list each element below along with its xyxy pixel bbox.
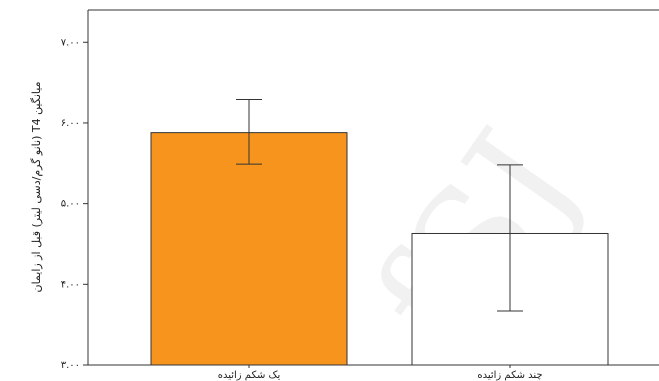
y-tick-label: ۳.۰۰ <box>61 360 80 371</box>
y-tick-label: ۷.۰۰ <box>61 37 80 48</box>
y-tick-label: ۵.۰۰ <box>61 199 80 210</box>
x-tick-label: یک شکم زائیده <box>218 370 281 381</box>
y-tick-label: ۴.۰۰ <box>61 279 80 290</box>
x-axis-labels: یک شکم زائیده چند شکم زائیده <box>218 365 543 381</box>
y-tick-label: ۶.۰۰ <box>61 118 80 129</box>
error-bars <box>236 99 523 312</box>
bar <box>150 132 348 366</box>
y-axis: ۳.۰۰ ۴.۰۰ ۵.۰۰ ۶.۰۰ ۷.۰۰ <box>61 37 88 371</box>
y-axis-label: میانگین T4 (نانو گرم/دسی لیتر) قبل از زا… <box>30 81 43 292</box>
x-tick-label: چند شکم زائیده <box>477 370 542 381</box>
